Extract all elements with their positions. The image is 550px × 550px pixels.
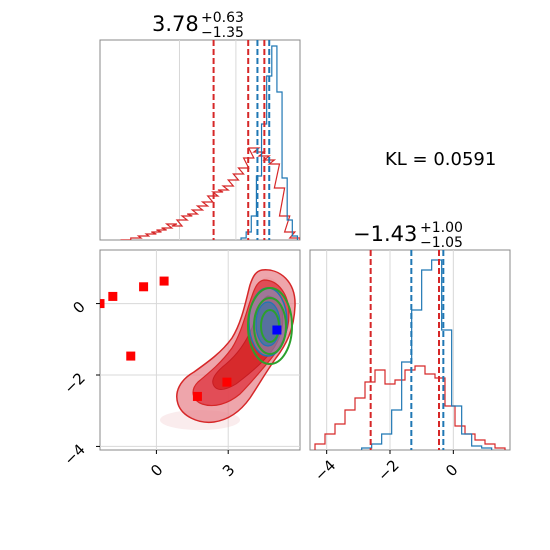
posterior-contours [176,269,296,424]
contour-inner-blue [255,301,281,347]
panel-top-title-lower: −1.35 [201,25,244,41]
marker-point [100,299,105,309]
histogram-series-0 [314,365,506,450]
x-tick-label: 3 [219,461,238,480]
marker-point [192,391,202,401]
y-tick-label: −2 [60,369,88,397]
x-tick-label: −2 [374,456,402,484]
panel-right-title: −1.43 +1.00 −1.05 [353,220,463,251]
kl-annotation: KL = 0.0591 [385,149,496,170]
panel-right-title-lower: −1.05 [420,235,463,251]
y-tick-label: −4 [60,441,88,469]
histogram-series-0 [120,147,300,240]
marker-point [139,282,149,292]
x-tick-label: 0 [147,461,166,480]
histogram-series-1 [361,259,493,450]
marker-point [272,325,282,335]
panel-right-title-upper: +1.00 [420,220,463,236]
panel-top-frame [99,39,301,241]
x-tick-label: −4 [311,456,339,484]
panel-top-title-upper: +0.63 [201,10,244,26]
y-tick-label: 0 [69,298,88,317]
panel-top-histogram: 3.78 +0.63 −1.35 [99,10,301,241]
panel-top-title-value: 3.78 [152,12,199,36]
panel-right-title-value: −1.43 [353,222,417,246]
panel-right-frame [309,249,511,451]
marker-point [126,351,136,361]
panel-right-histogram: −4 −2 0 −1.43 +1.00 −1.05 [309,220,511,485]
marker-point [222,377,232,387]
marker-point [159,276,169,286]
panel-top-title: 3.78 +0.63 −1.35 [152,10,244,41]
panel-scatter-contour: 0 3 −4 −2 0 [60,249,301,480]
contour-mid-green [253,297,287,355]
x-tick-label: 0 [442,461,461,480]
contour-outer-green [247,287,293,365]
marker-point [108,291,118,301]
